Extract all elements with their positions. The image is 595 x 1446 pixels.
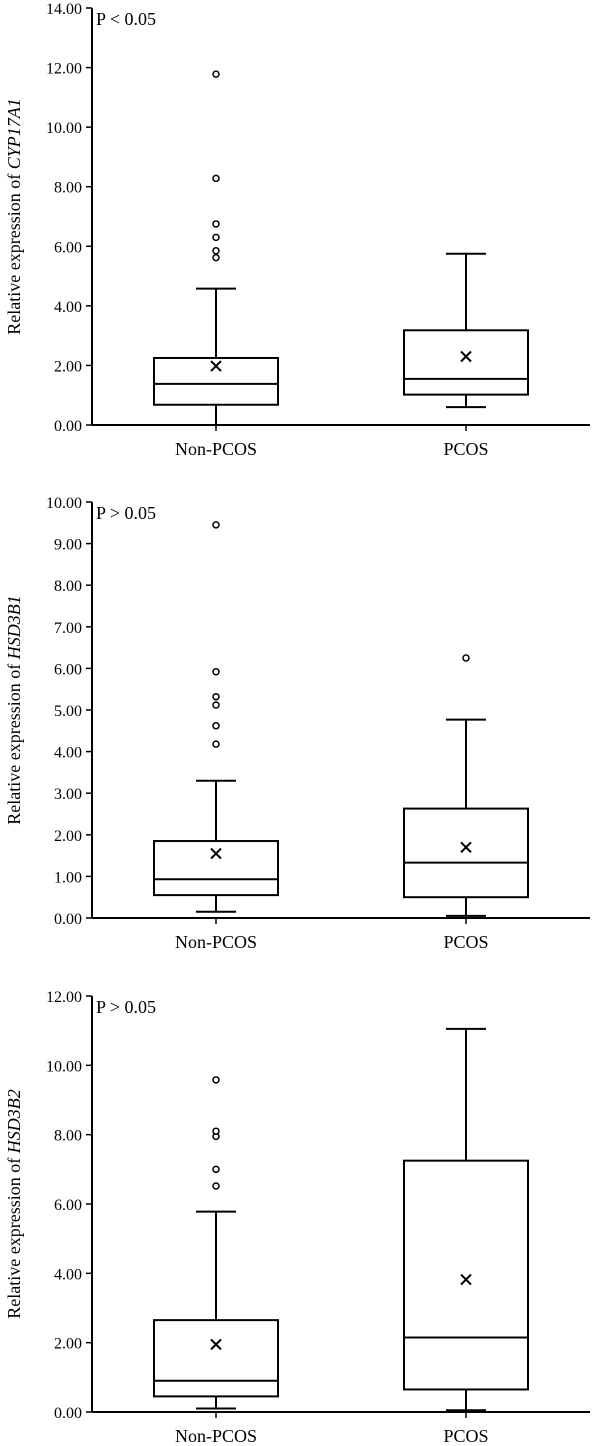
chart-panel-2: 0.00 1.00 2.00 3.00 4.00 5.00 6.00 7.00 8.00 9.00…	[4, 495, 590, 952]
y-tick-label: 1.00	[54, 869, 82, 886]
iqr-box	[403, 1159, 529, 1391]
iqr-box	[153, 840, 279, 897]
mean-marker-stroke	[210, 847, 222, 860]
outlier-point	[212, 1076, 220, 1084]
box-pcos	[403, 1027, 529, 1412]
mean-marker	[460, 350, 472, 363]
y-tick-label: 8.00	[54, 1128, 82, 1145]
y-tick-label: 5.00	[54, 703, 82, 720]
mean-marker-stroke	[210, 360, 222, 372]
x-tick-label: PCOS	[443, 1426, 488, 1446]
outlier-point	[212, 722, 220, 730]
y-axis-label-prefix: Relative expression of	[4, 659, 24, 824]
y-tick-label: 4.00	[54, 299, 82, 316]
x-tick-label: PCOS	[443, 439, 488, 459]
outlier-point	[212, 667, 220, 676]
y-tick-label: 2.00	[54, 1336, 82, 1353]
y-tick-label: 8.00	[54, 578, 82, 595]
outlier-point	[212, 233, 220, 242]
outlier-point	[212, 521, 220, 529]
y-tick-label: 10.00	[46, 1058, 82, 1075]
mean-marker-stroke	[210, 1338, 222, 1351]
outlier-point	[212, 1127, 220, 1135]
mean-marker	[460, 1273, 472, 1286]
outlier-point	[212, 220, 220, 228]
mean-marker	[210, 360, 222, 372]
iqr-box	[153, 356, 279, 406]
y-tick-label: 4.00	[54, 1266, 82, 1283]
x-tick-label: PCOS	[443, 932, 488, 952]
mean-marker	[460, 841, 472, 853]
y-axis-label-prefix: Relative expression of	[4, 1153, 24, 1318]
box-non-pcos	[153, 521, 279, 913]
y-tick-label: 0.00	[54, 1405, 82, 1422]
y-axis-label-gene: CYP17A1	[4, 98, 24, 169]
y-tick-label: 10.00	[46, 120, 82, 137]
y-tick-label: 6.00	[54, 1197, 82, 1214]
chart-panel-3: 0.00 2.00 4.00 6.00 8.00 10.00 12.00 Non-PCOS PC…	[4, 989, 590, 1446]
y-tick-label: 7.00	[54, 620, 82, 637]
y-tick-label: 9.00	[54, 537, 82, 554]
box-non-pcos	[153, 1076, 279, 1410]
y-tick-label: 2.00	[54, 828, 82, 845]
x-tick-label: Non-PCOS	[175, 1426, 257, 1446]
y-tick-label: 6.00	[54, 239, 82, 256]
y-axis-label: Relative expression of HSD3B2	[4, 1089, 24, 1318]
p-value-annotation: P < 0.05	[96, 9, 156, 29]
box-pcos	[403, 654, 529, 917]
y-tick-label: 12.00	[46, 61, 82, 78]
outlier-point	[212, 740, 220, 748]
y-axis-label-prefix: Relative expression of	[4, 169, 24, 334]
chart-panel-1: 0.00 2.00 4.00 6.00 8.00 10.00 12.00 14.00 Non-P…	[4, 1, 590, 459]
p-value-annotation: P > 0.05	[96, 997, 156, 1017]
x-tick-label: Non-PCOS	[175, 932, 257, 952]
y-tick-label: 3.00	[54, 786, 82, 803]
outlier-point	[212, 70, 220, 78]
y-tick-label: 14.00	[46, 1, 82, 18]
y-tick-label: 12.00	[46, 989, 82, 1006]
mean-marker	[210, 1338, 222, 1351]
mean-marker-stroke	[460, 841, 472, 853]
mean-marker	[210, 847, 222, 860]
outlier-point	[212, 174, 220, 183]
iqr-box	[403, 329, 529, 396]
outlier-point	[212, 692, 220, 701]
y-axis-label: Relative expression of CYP17A1	[4, 98, 24, 334]
outlier-point	[212, 1165, 220, 1174]
outlier-point	[212, 247, 220, 255]
mean-marker-stroke	[460, 1273, 472, 1286]
box-non-pcos	[153, 70, 279, 426]
outlier-point	[212, 701, 220, 709]
y-axis-label: Relative expression of HSD3B1	[4, 595, 24, 824]
outlier-point	[462, 654, 470, 662]
y-tick-label: 2.00	[54, 358, 82, 375]
y-tick-label: 0.00	[54, 911, 82, 928]
p-value-annotation: P > 0.05	[96, 503, 156, 523]
y-axis-label-gene: HSD3B1	[4, 595, 24, 660]
y-axis-label-gene: HSD3B2	[4, 1089, 24, 1154]
iqr-box	[153, 1319, 279, 1398]
box-pcos	[403, 252, 529, 409]
outlier-point	[212, 1182, 220, 1190]
y-tick-label: 10.00	[46, 495, 82, 512]
y-tick-label: 0.00	[54, 418, 82, 435]
y-tick-label: 8.00	[54, 180, 82, 197]
y-tick-label: 4.00	[54, 745, 82, 762]
y-tick-label: 6.00	[54, 661, 82, 678]
x-tick-label: Non-PCOS	[175, 439, 257, 459]
iqr-box	[403, 807, 529, 899]
outlier-point	[212, 253, 220, 262]
mean-marker-stroke	[460, 350, 472, 363]
